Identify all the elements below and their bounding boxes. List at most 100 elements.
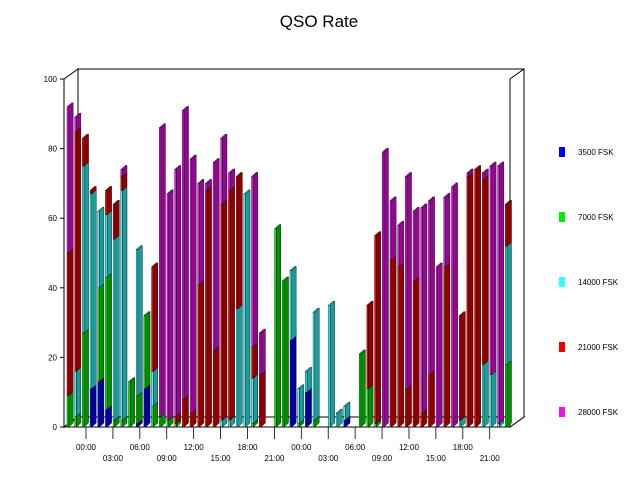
bar-side	[368, 384, 374, 428]
axis-layer: 0 20 40 60 80 100 00:00 03:00 06:00 09:00 12:00 15:…	[44, 75, 501, 463]
bar-front	[505, 245, 508, 365]
bar-front	[82, 165, 85, 334]
bar-front	[136, 395, 139, 424]
bar-segment	[474, 165, 482, 428]
bar-side	[476, 165, 481, 428]
bar-side	[83, 328, 89, 428]
bar-top	[104, 186, 113, 191]
bar-front	[174, 169, 177, 417]
bar-front	[259, 374, 262, 428]
bar-segment	[427, 196, 436, 376]
legend-swatch	[559, 342, 565, 352]
bar-top	[166, 189, 174, 195]
bar-front	[120, 190, 123, 421]
bar-side	[83, 133, 89, 167]
bar-side	[499, 161, 505, 424]
bar-segment	[427, 370, 436, 428]
bar-front	[182, 398, 185, 428]
bar-side	[506, 359, 512, 428]
bar-side	[222, 199, 228, 421]
bar-segment	[335, 408, 343, 428]
bar-segment	[158, 123, 166, 418]
bar-segment	[504, 359, 513, 428]
bar-side	[276, 224, 282, 428]
bar-side	[391, 196, 397, 261]
y-tick-label: 80	[48, 145, 57, 154]
bar-segment	[135, 245, 143, 397]
bar-segment	[212, 158, 220, 351]
bar-top	[366, 301, 374, 306]
bar-front	[251, 378, 254, 424]
bar-front	[120, 176, 123, 191]
bar-top	[251, 172, 259, 177]
bar-front	[251, 176, 254, 348]
bar-top	[466, 168, 474, 174]
bar-top	[504, 200, 513, 205]
bar-front	[366, 388, 369, 428]
bar-side	[122, 185, 128, 421]
bar-front	[189, 158, 192, 414]
bar-segment	[104, 185, 113, 216]
bar-front	[359, 353, 362, 428]
bar-segment	[420, 203, 428, 414]
bar-front	[228, 190, 231, 421]
bar-segment	[450, 182, 459, 428]
legend-label: 28000 FSK	[578, 408, 619, 417]
bar-front	[243, 193, 246, 428]
bar-front	[212, 350, 215, 428]
bar-side	[253, 373, 258, 424]
bar-side	[222, 133, 228, 205]
bar-front	[112, 238, 116, 421]
right-wall	[509, 68, 525, 428]
bar-side	[68, 248, 74, 397]
bar-side	[314, 307, 320, 421]
bar-front	[458, 419, 462, 428]
bar-segment	[443, 262, 451, 428]
bar-top	[127, 377, 136, 382]
bar-front	[82, 332, 85, 428]
bar-side	[291, 335, 297, 428]
bar-front	[112, 204, 116, 240]
bar-side	[422, 203, 428, 414]
bar-top	[204, 179, 213, 184]
bar-segment	[489, 370, 497, 428]
bar-side	[99, 377, 105, 428]
bar-segment	[235, 171, 243, 310]
bar-top	[404, 172, 413, 177]
bar-top	[327, 301, 336, 306]
bar-segment	[258, 370, 266, 428]
bar-front	[212, 162, 215, 351]
bar-side	[260, 370, 266, 428]
y-tick-label: 60	[48, 214, 57, 223]
bar-side	[399, 262, 405, 428]
bar-segment	[504, 241, 513, 365]
bar-segment	[74, 366, 82, 418]
bar-side	[283, 276, 289, 428]
bars-layer	[66, 102, 513, 428]
bar-front	[312, 419, 315, 428]
bar-front	[374, 235, 377, 424]
bar-segment	[112, 234, 120, 421]
bar-front	[274, 228, 277, 428]
bar-top	[420, 203, 428, 208]
bar-segment	[466, 168, 474, 177]
bar-front	[97, 211, 100, 289]
bar-front	[420, 412, 423, 428]
bar-front	[120, 419, 123, 428]
legend-swatch	[559, 277, 565, 287]
bar-front	[297, 423, 300, 428]
bar-side	[214, 158, 220, 351]
bar-top	[135, 245, 143, 250]
bar-front	[197, 284, 200, 428]
bar-front	[412, 211, 415, 282]
bar-front	[335, 412, 339, 428]
bar-side	[291, 265, 297, 341]
bar-segment	[458, 311, 466, 421]
bar-top	[443, 193, 451, 198]
bar-side	[445, 262, 451, 428]
bar-side	[137, 391, 143, 424]
bar-segment	[127, 377, 136, 428]
bar-top	[335, 408, 343, 414]
bar-side	[83, 161, 89, 334]
bar-front	[66, 252, 69, 396]
